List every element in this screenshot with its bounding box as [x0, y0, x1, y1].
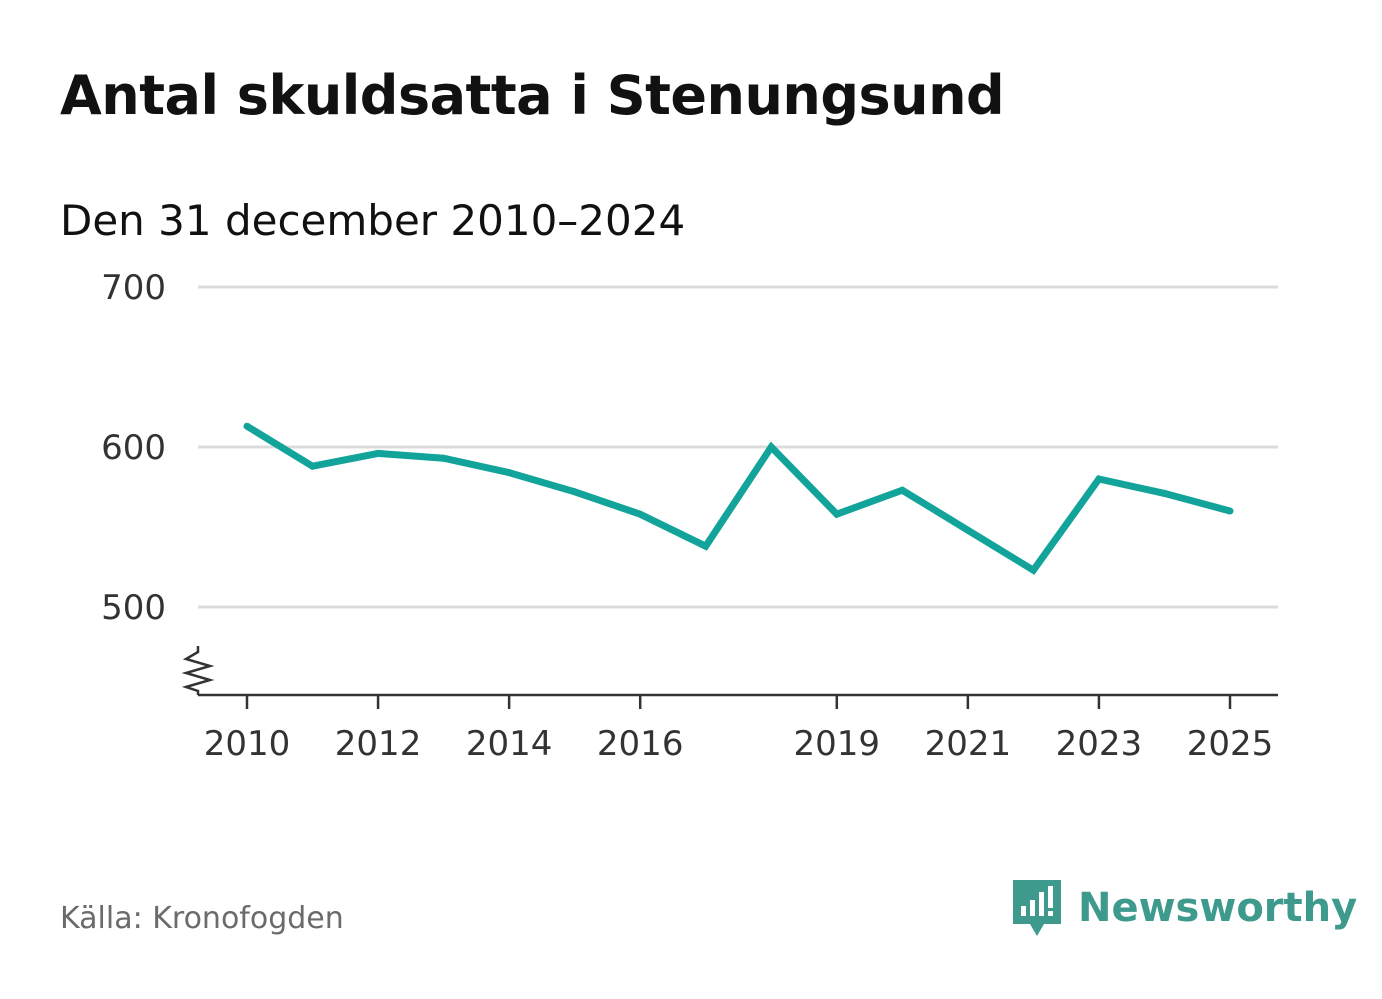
data-point-2012: [374, 449, 382, 457]
data-point-2022: [1029, 566, 1037, 574]
data-point-2016: [636, 510, 644, 518]
data-point-2019: [833, 510, 841, 518]
brand-logo: Newsworthy: [1010, 878, 1357, 938]
data-point-2015: [571, 488, 579, 496]
series-layer: [243, 422, 1234, 575]
data-point-2014: [505, 469, 513, 477]
y-axis-break-mark: [181, 646, 215, 695]
brand-name: Newsworthy: [1078, 885, 1358, 931]
x-tick-label-2021: 2021: [925, 724, 1012, 764]
x-tick-label-2023: 2023: [1056, 724, 1143, 764]
data-point-2020: [898, 486, 906, 494]
y-tick-label-500: 500: [101, 588, 166, 628]
data-point-2024: [1160, 489, 1168, 497]
x-tick-label-2025: 2025: [1187, 724, 1274, 764]
x-tick-label-2010: 2010: [204, 724, 291, 764]
gridlines: [198, 285, 1278, 609]
chart-subtitle: Den 31 december 2010–2024: [60, 196, 686, 245]
y-tick-label-600: 600: [101, 428, 166, 468]
series-line-0: [245, 423, 1231, 575]
data-point-2025: [1226, 507, 1234, 515]
data-point-2010: [243, 422, 251, 430]
data-point-2021: [964, 526, 972, 534]
x-tick-label-2012: 2012: [335, 724, 422, 764]
data-point-2018: [767, 443, 775, 451]
data-point-2023: [1095, 475, 1103, 483]
x-axis: 2010 2012 2014 2016 2019 2021 2023 2025: [181, 646, 1278, 764]
data-point-2013: [440, 454, 448, 462]
x-tick-label-2014: 2014: [466, 724, 553, 764]
y-tick-label-700: 700: [101, 268, 166, 308]
bar-chart-speech-bubble-icon: [1013, 880, 1061, 936]
data-point-2017: [702, 542, 710, 550]
source-note: Källa: Kronofogden: [60, 901, 344, 936]
y-axis-tick-labels: 500 600 700: [101, 268, 166, 628]
chart-title: Antal skuldsatta i Stenungsund: [60, 64, 1005, 127]
data-point-2011: [309, 462, 317, 470]
x-tick-label-2016: 2016: [597, 724, 684, 764]
x-tick-label-2019: 2019: [794, 724, 881, 764]
